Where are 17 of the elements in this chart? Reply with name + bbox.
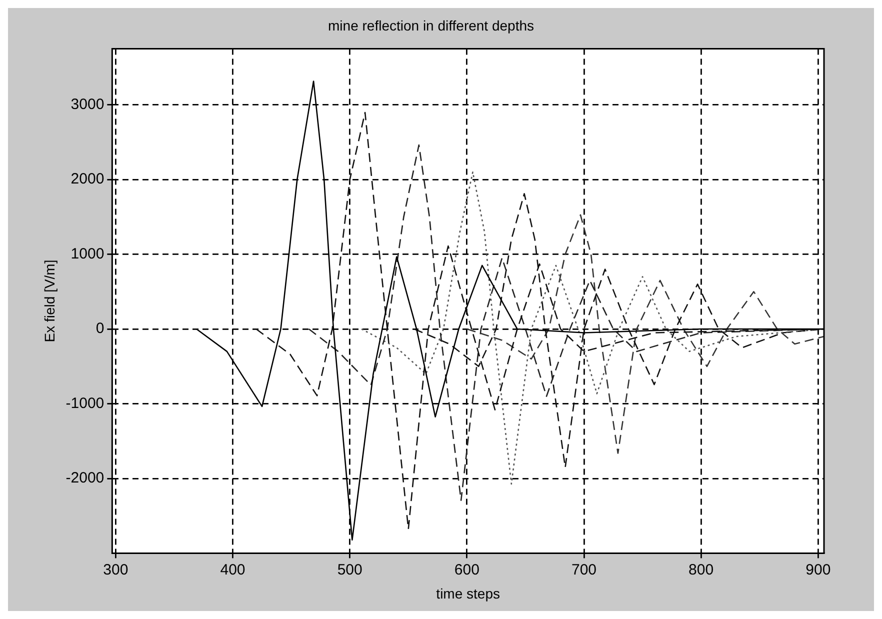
x-tick-label: 400 [220,561,246,578]
x-axis-title: time steps [436,585,500,602]
x-tick-label: 600 [454,561,480,578]
x-tick-label: 500 [337,561,362,578]
y-tick-label: 2000 [70,170,104,188]
x-tick-label: 900 [806,561,831,578]
y-tick-label: 3000 [70,96,104,113]
x-tick-label: 300 [103,561,128,578]
y-tick-label: -2000 [66,470,104,487]
chart-title: mine reflection in different depths [328,17,534,34]
line-series [466,214,824,454]
y-tick-label: 1000 [70,245,104,262]
y-tick-label: -1000 [66,394,104,412]
y-axis-title: Ex field [V/m] [41,260,58,342]
x-tick-label: 800 [688,561,714,578]
x-tick-label: 700 [571,561,597,578]
y-tick-label: 0 [96,320,104,338]
